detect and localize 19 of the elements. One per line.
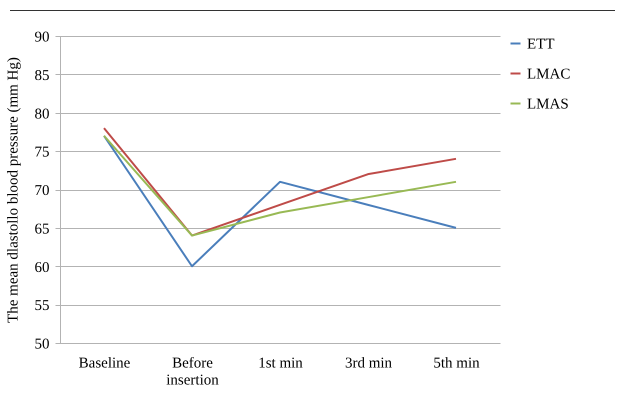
- y-tick-label: 85: [34, 68, 50, 84]
- legend-label: LMAS: [527, 96, 569, 112]
- y-tick-label: 60: [34, 260, 50, 276]
- y-tick-label: 75: [34, 144, 50, 161]
- x-tick-label: Before insertion: [166, 356, 220, 388]
- y-tick-label: 90: [34, 30, 50, 46]
- y-axis-title: The mean dlastollo blood pressure (mm Hg): [6, 57, 22, 323]
- x-tick-label: 5th min: [433, 356, 480, 372]
- y-tick-label: 50: [34, 336, 50, 352]
- y-tick-label: 70: [34, 183, 50, 199]
- x-tick-label: 3rd min: [344, 356, 393, 372]
- y-tick-label: 55: [34, 298, 50, 314]
- line-series: [103, 134, 457, 268]
- legend-label: LMAC: [527, 66, 570, 82]
- x-tick-label: 1st min: [258, 356, 304, 372]
- legend-label: ETT: [527, 36, 554, 52]
- y-tick-label: 65: [34, 221, 50, 238]
- y-tick-label: 80: [34, 106, 50, 122]
- x-tick-label: Baseline: [78, 356, 131, 372]
